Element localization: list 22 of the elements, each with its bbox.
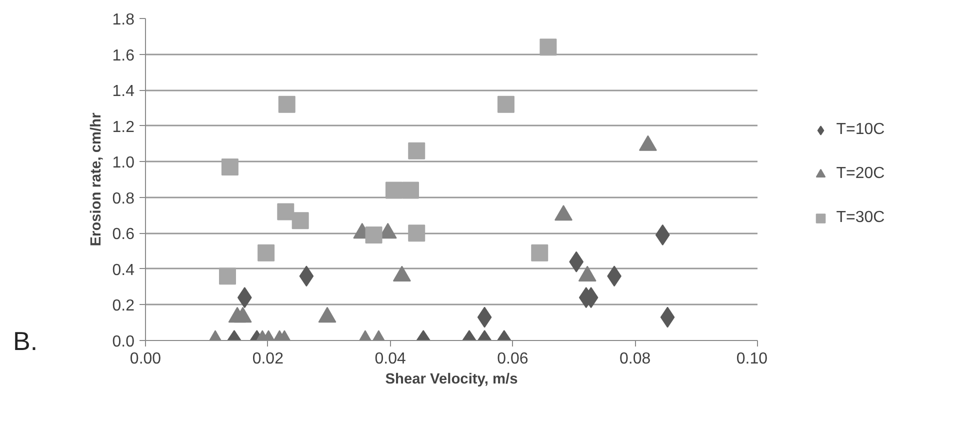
y-tick-label: 1.0 [112,154,135,172]
y-tick-label: 1.2 [112,118,135,136]
y-tick-label: 1.6 [112,47,135,64]
x-tick-label: 0.10 [736,350,768,368]
legend-label: T=10C [836,121,885,139]
y-tick-label: 0.8 [112,190,135,208]
x-tick-label: 0.06 [497,350,528,368]
y-tick-label: 1.4 [112,83,135,100]
y-tick-label: 0.6 [112,226,135,244]
y-tick-label: 0.2 [112,298,135,315]
y-tick-label: 0.4 [112,262,135,279]
legend-label: T=20C [836,165,885,183]
x-tick-label: 0.02 [252,350,284,368]
legend-label: T=30C [836,209,885,227]
x-axis-title: Shear Velocity, m/s [385,372,518,388]
text: B. [13,325,38,358]
y-tick-label: 0.0 [112,334,135,350]
y-axis-title: Erosion rate, cm/hr [88,112,104,246]
x-tick-label: 0.04 [374,350,406,368]
x-tick-label: 0.08 [620,350,651,368]
y-tick-label: 1.8 [112,12,135,28]
x-tick-label: 0.00 [130,350,162,368]
